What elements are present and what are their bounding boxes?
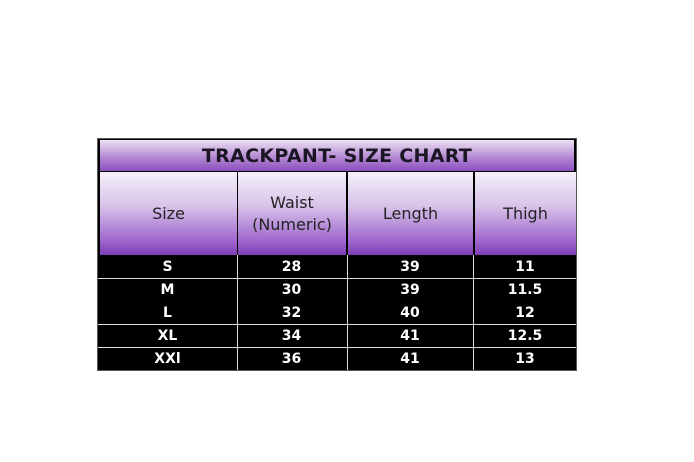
table-cell: 32 [281,304,302,321]
row-divider [98,347,576,348]
header-label: Length [382,203,439,223]
table-cell: 40 [400,304,420,321]
table-cell: 39 [400,281,420,298]
table-cell: M [160,281,175,298]
table-cell: XL [157,327,178,344]
table-cell: 28 [281,258,302,275]
header-waist: Waist (Numeric) [238,172,346,255]
row-divider [98,278,576,279]
table-cell: 34 [281,327,302,344]
header-label: Size [152,203,185,223]
table-cell: XXl [154,350,181,367]
table-cell: 30 [281,281,302,298]
table-title: TRACKPANT- SIZE CHART [100,140,574,171]
table-cell: 41 [400,327,420,344]
table-cell: 39 [400,258,420,275]
header-label: Waist (Numeric) [252,192,332,234]
column-divider [237,255,238,370]
column-divider [347,255,348,370]
column-divider [473,255,474,370]
header-label: Thigh [503,203,548,223]
table-cell: 11 [515,258,535,275]
header-thigh: Thigh [475,172,576,255]
table-cell: L [163,304,172,321]
table-cell: S [162,258,173,275]
table-cell: 36 [281,350,302,367]
table-cell: 41 [400,350,420,367]
size-chart-table: TRACKPANT- SIZE CHART Size Waist (Numeric)… [97,138,577,371]
table-cell: 11.5 [507,281,543,298]
table-cell: 12 [515,304,535,321]
row-divider [98,324,576,325]
header-length: Length [348,172,473,255]
table-cell: 13 [515,350,535,367]
header-size: Size [100,172,237,255]
table-cell: 12.5 [507,327,543,344]
